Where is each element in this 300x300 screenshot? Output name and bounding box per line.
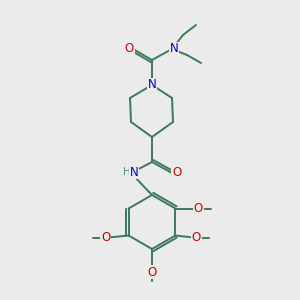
Text: O: O — [172, 167, 182, 179]
Text: N: N — [169, 43, 178, 56]
Text: O: O — [147, 266, 157, 278]
Text: O: O — [192, 231, 201, 244]
Text: O: O — [194, 202, 203, 215]
Text: H: H — [123, 167, 131, 177]
Text: O: O — [101, 231, 110, 244]
Text: N: N — [130, 166, 138, 178]
Text: N: N — [148, 79, 156, 92]
Text: O: O — [124, 43, 134, 56]
